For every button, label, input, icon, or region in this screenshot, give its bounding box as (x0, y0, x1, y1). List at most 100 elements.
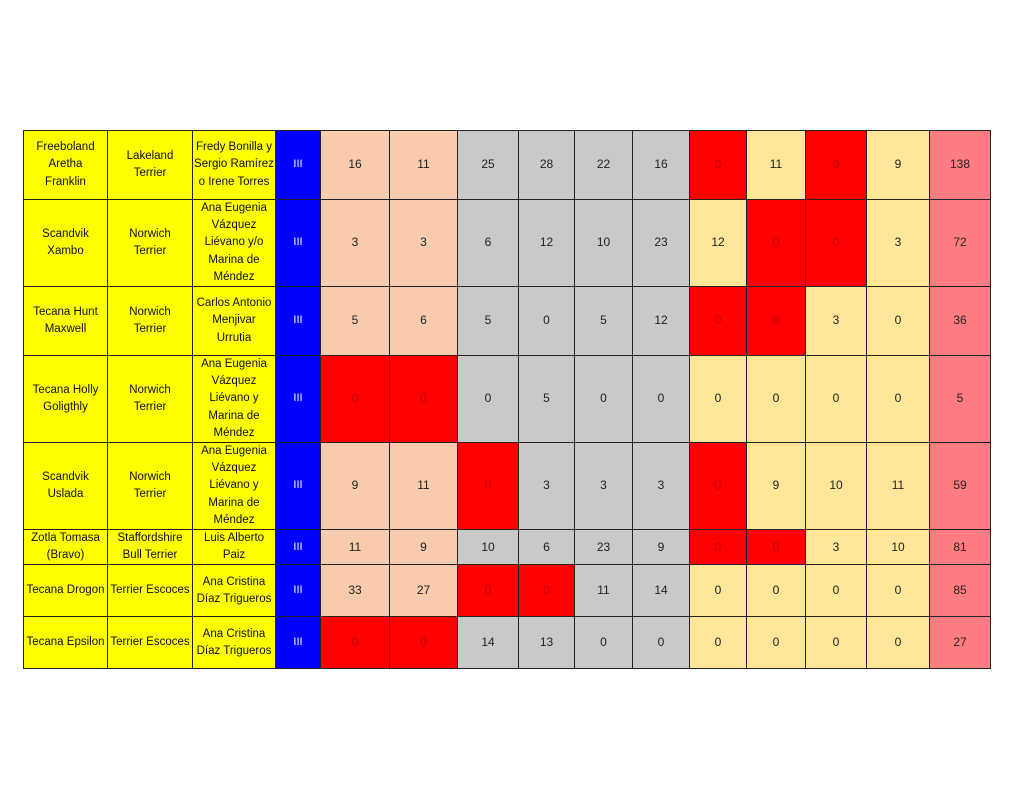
score-cell: 0 (389, 355, 458, 444)
score-cell: 0 (805, 198, 867, 288)
score-cell: 28 (518, 130, 575, 200)
owner-cell-line: Vázquez (211, 375, 257, 388)
dog-name-cell-line: Tecana Drogon (26, 584, 105, 597)
dog-name-cell-line: Franklin (45, 175, 86, 188)
dog-name-cell-line: Uslada (47, 488, 84, 501)
dog-name-cell: Tecana Hunt Maxwell (23, 286, 108, 357)
dog-name-cell-line: Maxwell (44, 323, 87, 336)
owner-cell-line: Luis Alberto (203, 532, 265, 545)
table-row: Tecana Hunt Maxwell Norwich Terrier Carlos A… (23, 286, 991, 357)
score-cell: 0 (457, 442, 519, 531)
dog-name-cell-line: Tecana Epsilon (26, 636, 105, 649)
category-cell: III (275, 616, 321, 670)
score-cell: 22 (574, 130, 633, 200)
table-row: Tecana Drogon Terrier Escoces Ana Cristina… (23, 564, 991, 618)
owner-cell-line: Díaz Trigueros (196, 644, 272, 657)
breed-cell: Terrier Escoces (107, 564, 193, 618)
owner-cell-line: Urrutia (216, 331, 252, 344)
score-cell: 6 (389, 286, 458, 357)
category-cell: III (275, 355, 321, 444)
dog-name-cell-line: (Bravo) (46, 549, 85, 562)
owner-cell-line: Ana Eugenia (201, 358, 267, 371)
breed-cell-line: Norwich (129, 227, 171, 240)
score-cell: 9 (320, 442, 390, 531)
table-row: Freeboland Aretha Franklin Lakeland Terrier F… (23, 130, 991, 200)
score-cell: 12 (632, 286, 690, 357)
score-cell: 0 (689, 286, 747, 357)
owner-cell: Ana Cristina Díaz Trigueros (192, 564, 276, 618)
breed-cell-line: Terrier (133, 401, 167, 414)
owner-cell-line: Liévano y/o (204, 236, 264, 249)
score-cell: 3 (805, 529, 867, 566)
score-cell: 0 (866, 286, 930, 357)
breed-cell: Lakeland Terrier (107, 130, 193, 200)
score-cell: 6 (518, 529, 575, 566)
score-cell: 11 (389, 442, 458, 531)
dog-name-cell: Scandvik Uslada (23, 442, 108, 531)
score-cell: 11 (866, 442, 930, 531)
category-cell: III (275, 564, 321, 618)
owner-cell: Luis Alberto Paiz (192, 529, 276, 566)
score-cell: 25 (457, 130, 519, 200)
score-cell: 3 (574, 442, 633, 531)
table-row: Tecana Epsilon Terrier Escoces Ana Cristin… (23, 616, 991, 670)
total-cell: 36 (929, 286, 991, 357)
owner-cell-line: Marina de (208, 496, 260, 509)
table-row: Scandvik Xambo Norwich Terrier Ana Eugenia Vá… (23, 198, 991, 288)
score-cell: 3 (518, 442, 575, 531)
owner-cell: Fredy Bonilla y Sergio Ramírez o Irene Tor… (192, 130, 276, 200)
score-cell: 23 (574, 529, 633, 566)
breed-cell: Staffordshire Bull Terrier (107, 529, 193, 566)
score-cell: 33 (320, 564, 390, 618)
score-cell: 0 (746, 529, 806, 566)
breed-cell-line: Lakeland (126, 149, 174, 162)
score-cell: 0 (746, 286, 806, 357)
table-row: Tecana Holly Goligthly Norwich Terrier Ana E… (23, 355, 991, 444)
score-cell: 0 (389, 616, 458, 670)
owner-cell: Ana Eugenia Vázquez Liévano y/o Marina de Mé… (192, 198, 276, 288)
score-cell: 0 (518, 286, 575, 357)
score-cell: 6 (457, 198, 519, 288)
score-cell: 14 (632, 564, 690, 618)
total-cell: 85 (929, 564, 991, 618)
dog-name-cell: Tecana Epsilon (23, 616, 108, 670)
owner-cell-line: Marina de (208, 409, 260, 422)
score-cell: 0 (746, 616, 806, 670)
dog-name-cell-line: Aretha (48, 158, 83, 171)
score-cell: 0 (632, 616, 690, 670)
score-cell: 0 (746, 564, 806, 618)
breed-cell-line: Bull Terrier (122, 549, 178, 562)
owner-cell-line: Carlos Antonio (196, 297, 272, 310)
owner-cell-line: Liévano y (209, 479, 259, 492)
dog-name-cell-line: Scandvik (42, 227, 89, 240)
score-cell: 9 (746, 442, 806, 531)
breed-cell-line: Terrier Escoces (110, 584, 190, 597)
score-cell: 0 (518, 564, 575, 618)
owner-cell-line: Sergio Ramírez (194, 158, 274, 171)
score-cell: 16 (632, 130, 690, 200)
breed-cell: Norwich Terrier (107, 198, 193, 288)
score-cell: 0 (689, 442, 747, 531)
owner-cell: Ana Eugenia Vázquez Liévano y Marina de Ménd… (192, 355, 276, 444)
owner-cell-line: Méndez (213, 426, 255, 439)
dog-name-cell: Freeboland Aretha Franklin (23, 130, 108, 200)
score-cell: 0 (632, 355, 690, 444)
score-cell: 16 (320, 130, 390, 200)
score-cell: 10 (457, 529, 519, 566)
breed-cell-line: Terrier Escoces (110, 636, 190, 649)
score-cell: 0 (574, 616, 633, 670)
score-cell: 0 (320, 616, 390, 670)
owner-cell-line: Liévano y (209, 392, 259, 405)
score-cell: 3 (389, 198, 458, 288)
score-cell: 0 (689, 355, 747, 444)
score-cell: 3 (866, 198, 930, 288)
score-cell: 5 (574, 286, 633, 357)
score-cell: 0 (457, 355, 519, 444)
owner-cell-line: Vázquez (211, 462, 257, 475)
score-cell: 0 (866, 616, 930, 670)
dog-name-cell-line: Goligthly (43, 401, 88, 414)
dog-name-cell-line: Tecana Holly (32, 383, 99, 396)
score-cell: 11 (389, 130, 458, 200)
score-cell: 0 (689, 130, 747, 200)
score-cell: 11 (320, 529, 390, 566)
